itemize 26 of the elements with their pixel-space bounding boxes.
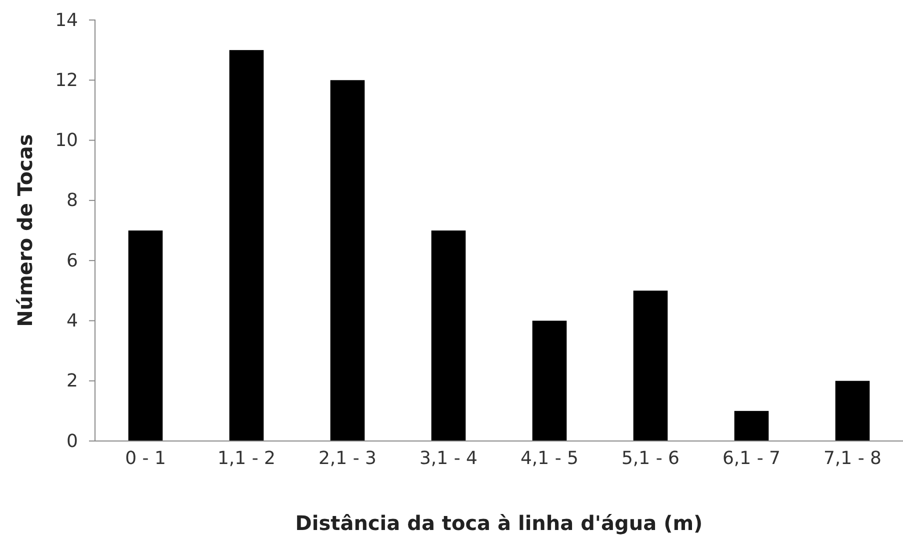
y-tick-label: 14 — [55, 10, 78, 31]
bar — [431, 230, 466, 441]
bar — [532, 320, 567, 441]
y-tick-label: 8 — [66, 190, 78, 212]
y-tick-label: 10 — [55, 130, 78, 152]
y-tick-label: 2 — [66, 370, 78, 392]
bar — [734, 410, 769, 441]
x-tick-label: 1,1 - 2 — [217, 448, 276, 469]
x-tick-label: 2,1 - 3 — [318, 448, 377, 469]
y-tick-label: 6 — [66, 250, 78, 272]
x-tick-label: 6,1 - 7 — [722, 448, 781, 469]
x-tick-label: 5,1 - 6 — [621, 448, 680, 469]
bar — [835, 380, 870, 441]
y-axis-title: Número de Tocas — [13, 134, 37, 327]
bar — [330, 80, 365, 441]
bar — [633, 290, 668, 441]
x-tick-label: 7,1 - 8 — [823, 448, 882, 469]
y-tick-label: 12 — [55, 70, 78, 91]
x-tick-label: 0 - 1 — [125, 448, 166, 469]
x-tick-label: 3,1 - 4 — [419, 448, 478, 469]
x-tick-label: 4,1 - 5 — [520, 448, 579, 469]
y-tick-label: 0 — [66, 430, 78, 452]
y-tick-label: 4 — [66, 310, 78, 332]
x-axis-title: Distância da toca à linha d'água (m) — [295, 511, 703, 535]
bar — [229, 50, 264, 441]
bar — [128, 230, 163, 441]
